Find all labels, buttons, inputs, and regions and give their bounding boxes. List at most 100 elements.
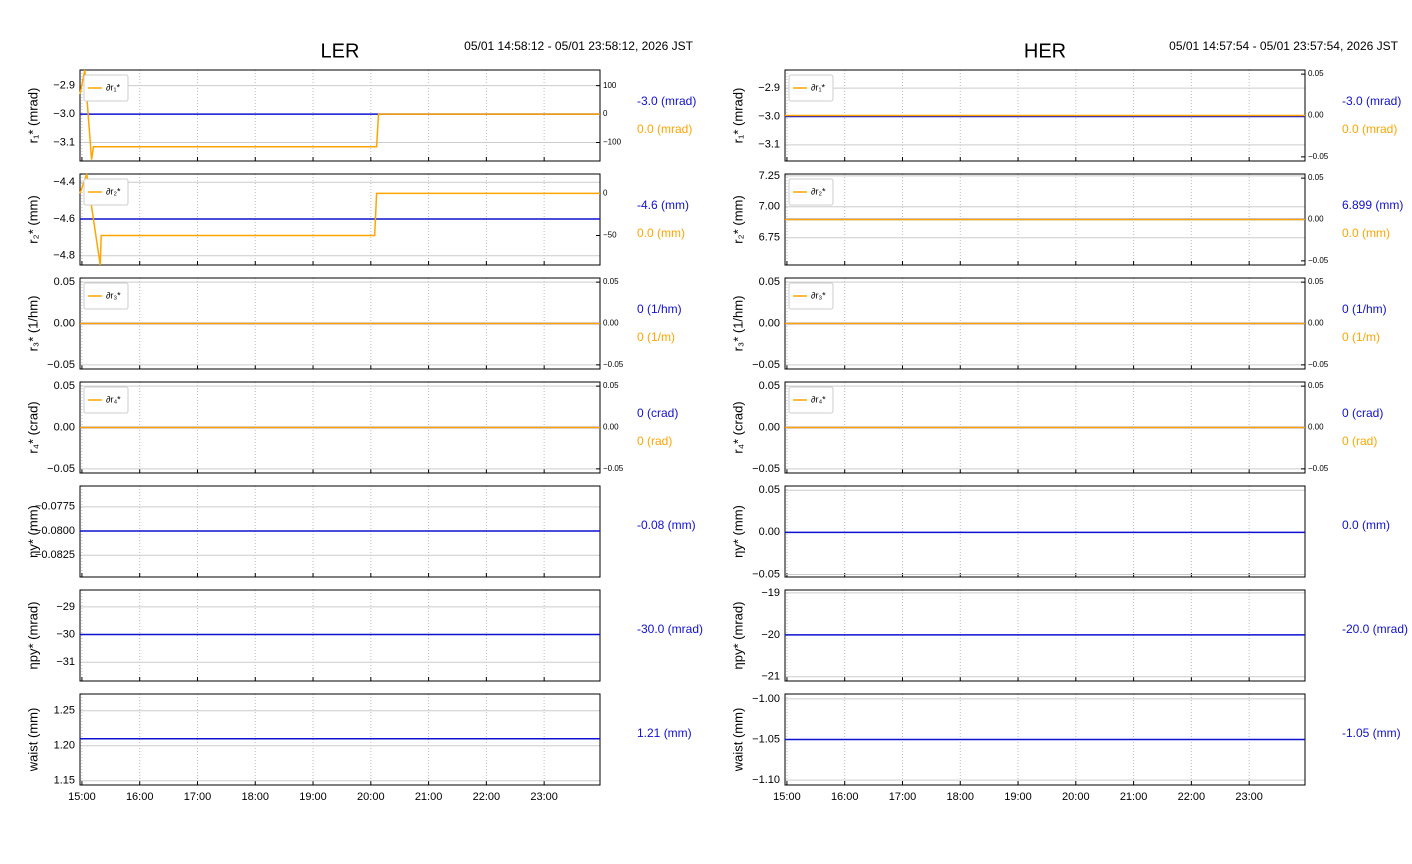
legend-label: ∂r₃*	[811, 290, 826, 300]
y-axis-label: waist (mm)	[730, 708, 745, 773]
y-axis-label: r₄* (crad)	[730, 401, 745, 453]
y2-tick-label: 0.05	[1308, 277, 1324, 286]
legend-box	[83, 386, 129, 414]
x-tick-label: 18:00	[241, 791, 269, 803]
y-axis-label: ηpy* (mrad)	[730, 602, 745, 670]
y-tick-label: 7.00	[759, 201, 780, 213]
legend-label: ∂r₂*	[106, 186, 121, 196]
y-tick-label: −19	[761, 587, 780, 599]
y-axis-label: r₃* (1/hm)	[25, 296, 40, 352]
y-tick-label: −4.8	[53, 250, 75, 262]
y-tick-label: −3.1	[758, 139, 780, 151]
y2-tick-label: 0.00	[1308, 319, 1324, 328]
legend-label: ∂r₁*	[811, 82, 825, 92]
y-tick-label: 0.00	[759, 421, 780, 433]
y-tick-label: 0.00	[54, 421, 75, 433]
x-tick-label: 16:00	[831, 791, 859, 803]
value-annotation: 0.0 (mm)	[637, 226, 685, 240]
value-annotation: 0 (rad)	[637, 434, 672, 448]
y-tick-label: −31	[56, 656, 75, 668]
y2-tick-label: −50	[603, 231, 617, 240]
legend-label: ∂r₃*	[106, 290, 121, 300]
y-tick-label: 1.25	[54, 705, 75, 717]
x-tick-label: 17:00	[184, 791, 212, 803]
chart-title: HER	[1024, 40, 1066, 62]
legend-box	[83, 178, 129, 206]
legend-label: ∂r₂*	[811, 186, 826, 196]
value-annotation: 1.21 (mm)	[637, 726, 692, 740]
x-tick-label: 20:00	[357, 791, 385, 803]
y2-tick-label: 0.00	[603, 423, 619, 432]
value-annotation: 0 (1/hm)	[1342, 302, 1387, 316]
y-tick-label: −0.05	[752, 359, 780, 371]
y2-tick-label: 0.00	[1308, 215, 1324, 224]
series-line	[79, 69, 600, 160]
y-tick-label: −0.0775	[35, 501, 75, 513]
y-tick-label: −1.05	[752, 733, 780, 745]
y-tick-label: 0.00	[759, 526, 780, 538]
value-annotation: -1.05 (mm)	[1342, 726, 1401, 740]
y-tick-label: −4.6	[53, 213, 75, 225]
y-tick-label: 0.05	[759, 276, 780, 288]
value-annotation: 6.899 (mm)	[1342, 198, 1403, 212]
y-tick-label: −3.1	[53, 136, 75, 148]
x-tick-label: 17:00	[889, 791, 917, 803]
value-annotation: -3.0 (mrad)	[1342, 94, 1401, 108]
y-tick-label: 1.15	[54, 775, 75, 787]
legend-label: ∂r₁*	[106, 82, 120, 92]
value-annotation: 0 (crad)	[637, 406, 678, 420]
y-tick-label: −3.0	[758, 110, 780, 122]
y2-tick-label: 0.05	[603, 381, 619, 390]
x-tick-label: 18:00	[946, 791, 974, 803]
y-axis-label: r₃* (1/hm)	[730, 296, 745, 352]
y-tick-label: −29	[56, 601, 75, 613]
y-tick-label: −21	[761, 671, 780, 683]
chart-subtitle: 05/01 14:58:12 - 05/01 23:58:12, 2026 JS…	[464, 39, 694, 53]
y-axis-label: ηy* (mm)	[730, 505, 745, 558]
y-tick-label: −2.9	[53, 80, 75, 92]
panel: −0.05 0.00 0.05 −0.05 0.00 0.05 r₃* (1/hm) ∂r₃*…	[25, 276, 681, 371]
value-annotation: 0 (crad)	[1342, 406, 1383, 420]
y2-tick-label: −0.05	[603, 360, 624, 369]
y-tick-label: −0.05	[47, 463, 75, 475]
y-tick-label: 0.05	[54, 380, 75, 392]
panel: −4.8 −4.6 −4.4 −50 0 r₂* (mm) ∂r₂* -4.6 (mm) 0.0…	[25, 173, 689, 266]
x-tick-label: 23:00	[1235, 791, 1263, 803]
legend-label: ∂r₄*	[811, 394, 826, 404]
chart-subtitle: 05/01 14:57:54 - 05/01 23:57:54, 2026 JS…	[1169, 39, 1399, 53]
x-tick-label: 23:00	[530, 791, 558, 803]
x-tick-label: 19:00	[299, 791, 327, 803]
y2-tick-label: 0.05	[1308, 69, 1324, 78]
legend-label: ∂r₄*	[106, 394, 121, 404]
y-tick-label: 0.05	[759, 380, 780, 392]
value-annotation: -30.0 (mrad)	[637, 622, 703, 636]
y-axis-label: r₁* (mrad)	[25, 88, 40, 144]
legend-box	[83, 74, 129, 102]
y-axis-label: r₄* (crad)	[25, 401, 40, 453]
y-tick-label: 1.20	[54, 740, 75, 752]
y-tick-label: 0.00	[759, 317, 780, 329]
y-tick-label: 0.00	[54, 317, 75, 329]
y-tick-label: −0.05	[752, 568, 780, 580]
legend-box	[83, 282, 129, 310]
y-axis-label: waist (mm)	[25, 708, 40, 773]
value-annotation: -20.0 (mrad)	[1342, 622, 1408, 636]
panel: −21 −20 −19 ηpy* (mrad) -20.0 (mrad)	[730, 587, 1408, 683]
y-tick-label: −0.05	[47, 359, 75, 371]
legend-box	[788, 74, 834, 102]
value-annotation: 0 (1/m)	[1342, 330, 1380, 344]
y2-tick-label: −100	[603, 138, 622, 147]
value-annotation: 0.0 (mm)	[1342, 226, 1390, 240]
x-tick-label: 21:00	[1120, 791, 1148, 803]
y2-tick-label: −0.05	[603, 464, 624, 473]
y2-tick-label: 0	[603, 109, 608, 118]
x-tick-label: 22:00	[1178, 791, 1206, 803]
y2-tick-label: 0	[603, 188, 608, 197]
y2-tick-label: 0.00	[1308, 111, 1324, 120]
x-tick-label: 15:00	[773, 791, 801, 803]
series-line	[79, 173, 600, 266]
y2-tick-label: −0.05	[1308, 256, 1329, 265]
y-tick-label: 0.05	[759, 484, 780, 496]
